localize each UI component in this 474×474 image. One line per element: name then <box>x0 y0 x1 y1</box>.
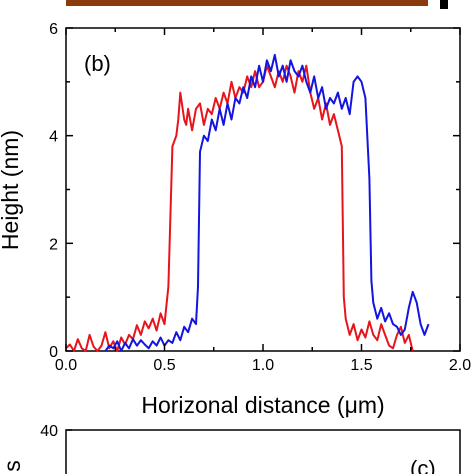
c-y-tick-label: 40 <box>40 423 58 440</box>
panel-label-b: (b) <box>84 51 111 76</box>
series-line-0 <box>65 64 414 352</box>
series-line-1 <box>104 53 430 352</box>
x-axis-title: Horizonal distance (μm) <box>141 392 384 418</box>
y-tick-label: 0 <box>49 344 58 361</box>
x-tick-label: 0.0 <box>55 357 77 374</box>
y-tick-label: 4 <box>49 129 58 146</box>
tick-group <box>65 27 461 352</box>
x-tick-label: 2.0 <box>449 357 471 374</box>
y-axis-title: Height (nm) <box>0 130 23 250</box>
plot-frame-c <box>65 429 461 474</box>
x-tick-label: 0.5 <box>153 357 175 374</box>
series-group <box>65 53 430 352</box>
y-tick-label: 6 <box>49 21 58 38</box>
top-scale-bar <box>440 0 448 9</box>
y-tick-label: 2 <box>49 236 58 253</box>
x-tick-label: 1.5 <box>350 357 372 374</box>
tick-label-group: 0.0 0.5 1.0 1.5 2.0 0 2 4 6 <box>49 21 471 374</box>
x-tick-label: 1.0 <box>252 357 274 374</box>
panel-label-c: (c) <box>410 456 436 474</box>
top-image-strip <box>66 0 428 6</box>
c-y-axis-title-fragment: s <box>0 460 25 472</box>
